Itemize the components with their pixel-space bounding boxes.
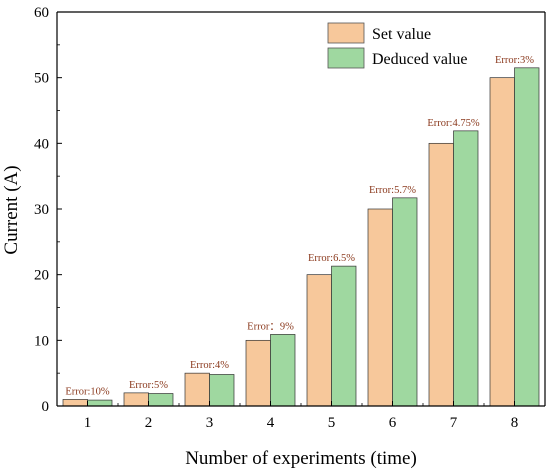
error-label-2: Error:5% xyxy=(129,380,168,391)
axes: 0 10 20 30 40 50 60 1 2 3 4 5 6 7 8 xyxy=(34,5,546,431)
bars xyxy=(62,67,540,407)
legend-swatch-set-value xyxy=(327,22,365,44)
bar-deduced-value-6 xyxy=(392,197,418,407)
error-label-7: Error:4.75% xyxy=(427,118,479,129)
y-tick-label-60: 60 xyxy=(34,5,49,21)
y-tick-label-40: 40 xyxy=(34,136,49,152)
error-label-5: Error:6.5% xyxy=(308,253,355,264)
x-tick-label-1: 1 xyxy=(84,415,92,431)
error-label-8: Error:3% xyxy=(495,55,534,66)
bar-deduced-value-1 xyxy=(87,399,113,407)
y-tick-label-10: 10 xyxy=(34,333,49,349)
y-tick-label-50: 50 xyxy=(34,71,49,87)
bar-deduced-value-7 xyxy=(453,130,479,407)
error-label-4: Error：9% xyxy=(247,321,294,332)
x-tick-label-4: 4 xyxy=(267,415,275,431)
bar-deduced-value-8 xyxy=(514,67,540,407)
legend: Set value Deduced value xyxy=(327,22,468,69)
error-label-6: Error:5.7% xyxy=(369,185,416,196)
x-tick-label-3: 3 xyxy=(206,415,214,431)
y-tick-label-0: 0 xyxy=(42,399,50,415)
bar-set-value-4 xyxy=(245,339,271,407)
bar-deduced-value-3 xyxy=(209,374,235,407)
legend-label-set-value: Set value xyxy=(372,26,431,43)
bar-set-value-3 xyxy=(184,372,210,407)
error-label-3: Error:4% xyxy=(190,360,229,371)
bar-set-value-7 xyxy=(428,142,454,407)
x-tick-label-2: 2 xyxy=(145,415,153,431)
x-tick-label-7: 7 xyxy=(450,415,458,431)
bar-deduced-value-5 xyxy=(331,265,357,407)
x-axis-title: Number of experiments (time) xyxy=(185,448,417,469)
bar-set-value-8 xyxy=(489,77,515,407)
data-labels: Error:10% Error:5% Error:4% Error：9% Error:6… xyxy=(65,55,534,398)
bar-deduced-value-2 xyxy=(148,393,174,407)
legend-label-deduced-value: Deduced value xyxy=(372,51,468,68)
bar-set-value-5 xyxy=(306,274,332,407)
y-tick-label-20: 20 xyxy=(34,268,49,284)
bar-set-value-6 xyxy=(367,208,393,407)
y-tick-label-30: 30 xyxy=(34,202,49,218)
x-tick-label-8: 8 xyxy=(511,415,519,431)
error-label-1: Error:10% xyxy=(65,386,110,397)
x-tick-label-6: 6 xyxy=(389,415,397,431)
y-axis-title: Current (A) xyxy=(1,165,22,254)
bar-set-value-2 xyxy=(123,392,149,407)
bar-set-value-1 xyxy=(62,399,88,407)
x-tick-label-5: 5 xyxy=(328,415,336,431)
bar-deduced-value-4 xyxy=(270,334,296,407)
legend-swatch-deduced-value xyxy=(327,47,365,69)
